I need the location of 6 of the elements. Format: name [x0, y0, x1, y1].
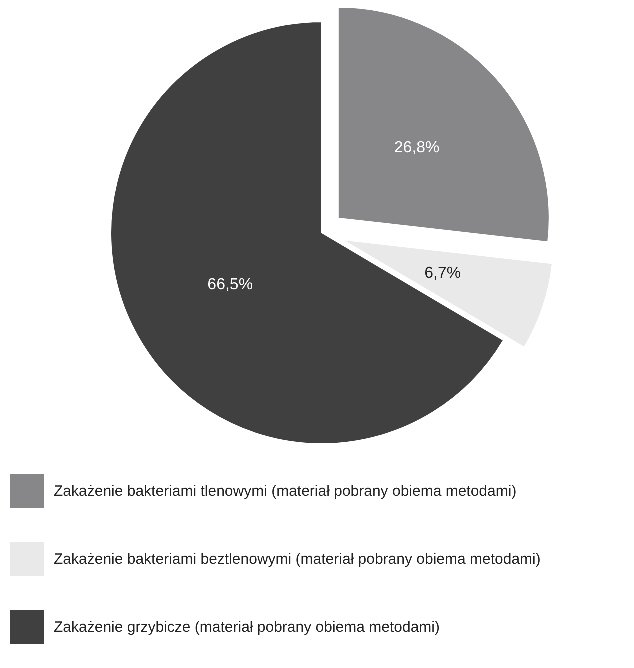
- data-label: 6,7%: [424, 264, 462, 282]
- legend-label: Zakażenie grzybicze (materiał pobrany obiema metodami): [54, 619, 440, 636]
- legend-label: Zakażenie bakteriami tlenowymi (materiał pobrany obiema metodami): [54, 483, 517, 500]
- data-label: 66,5%: [208, 276, 254, 294]
- data-label: 26,8%: [394, 139, 440, 156]
- legend-label: Zakażenie bakteriami beztlenowymi (materiał pobrany obiema metodami): [54, 551, 541, 568]
